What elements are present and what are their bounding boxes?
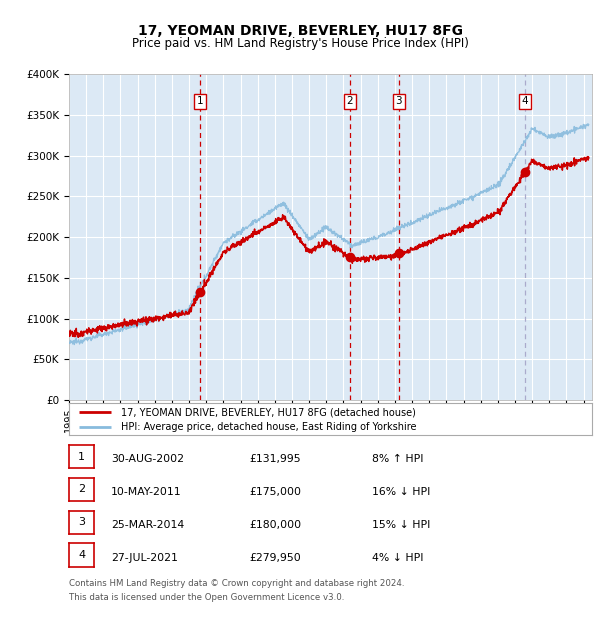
Text: Price paid vs. HM Land Registry's House Price Index (HPI): Price paid vs. HM Land Registry's House …: [131, 37, 469, 50]
Text: 30-AUG-2002: 30-AUG-2002: [111, 454, 184, 464]
Text: 25-MAR-2014: 25-MAR-2014: [111, 520, 184, 530]
Text: 4: 4: [521, 96, 528, 106]
Text: 1: 1: [78, 451, 85, 462]
Text: 27-JUL-2021: 27-JUL-2021: [111, 553, 178, 563]
Text: 17, YEOMAN DRIVE, BEVERLEY, HU17 8FG (detached house): 17, YEOMAN DRIVE, BEVERLEY, HU17 8FG (de…: [121, 407, 416, 417]
Text: 15% ↓ HPI: 15% ↓ HPI: [372, 520, 430, 530]
Text: 1: 1: [197, 96, 204, 106]
Text: £175,000: £175,000: [249, 487, 301, 497]
Text: £180,000: £180,000: [249, 520, 301, 530]
Text: 16% ↓ HPI: 16% ↓ HPI: [372, 487, 430, 497]
Text: 2: 2: [346, 96, 353, 106]
Text: 3: 3: [78, 517, 85, 528]
Text: 2: 2: [78, 484, 85, 495]
Text: £131,995: £131,995: [249, 454, 301, 464]
Text: 3: 3: [395, 96, 402, 106]
Text: 10-MAY-2011: 10-MAY-2011: [111, 487, 182, 497]
Text: This data is licensed under the Open Government Licence v3.0.: This data is licensed under the Open Gov…: [69, 593, 344, 602]
Text: Contains HM Land Registry data © Crown copyright and database right 2024.: Contains HM Land Registry data © Crown c…: [69, 579, 404, 588]
Text: 8% ↑ HPI: 8% ↑ HPI: [372, 454, 424, 464]
Text: £279,950: £279,950: [249, 553, 301, 563]
Text: 17, YEOMAN DRIVE, BEVERLEY, HU17 8FG: 17, YEOMAN DRIVE, BEVERLEY, HU17 8FG: [137, 24, 463, 38]
Text: 4: 4: [78, 550, 85, 560]
Text: 4% ↓ HPI: 4% ↓ HPI: [372, 553, 424, 563]
Text: HPI: Average price, detached house, East Riding of Yorkshire: HPI: Average price, detached house, East…: [121, 422, 417, 432]
